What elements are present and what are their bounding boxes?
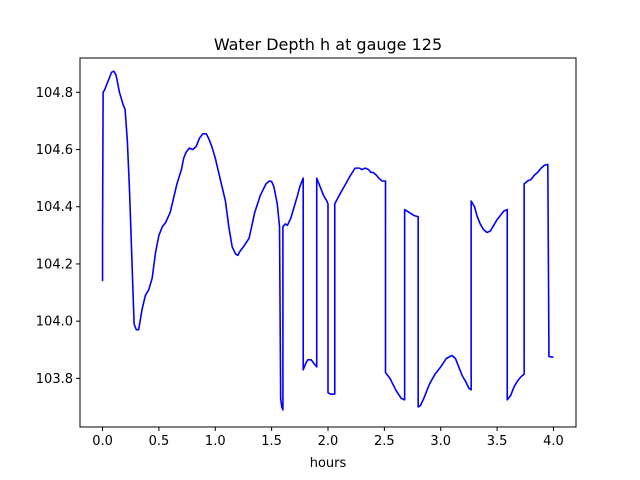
x-tick-label: 0.5 <box>149 434 170 449</box>
y-tick-label: 104.8 <box>36 86 73 101</box>
y-tick-label: 104.4 <box>36 200 73 215</box>
x-axis-label: hours <box>310 456 347 471</box>
x-tick-label: 2.5 <box>374 434 395 449</box>
plot-area <box>101 70 554 411</box>
chart-title: Water Depth h at gauge 125 <box>214 35 442 54</box>
x-tick-label: 0.0 <box>92 434 113 449</box>
y-tick-label: 104.2 <box>36 257 73 272</box>
series-line-0 <box>101 70 554 411</box>
x-tick-label: 3.5 <box>487 434 508 449</box>
x-tick-label: 3.0 <box>430 434 451 449</box>
y-tick-label: 104.0 <box>36 315 73 330</box>
x-tick-label: 1.5 <box>261 434 282 449</box>
x-tick-label: 1.0 <box>205 434 226 449</box>
y-tick-label: 103.8 <box>36 372 73 387</box>
x-tick-label: 4.0 <box>543 434 564 449</box>
x-tick-label: 2.0 <box>318 434 339 449</box>
y-tick-label: 104.6 <box>36 143 73 158</box>
axes: 0.0 0.5 1.0 1.5 2.0 2.5 3.0 3.5 4.0 103.8 104.0 104… <box>36 57 577 449</box>
